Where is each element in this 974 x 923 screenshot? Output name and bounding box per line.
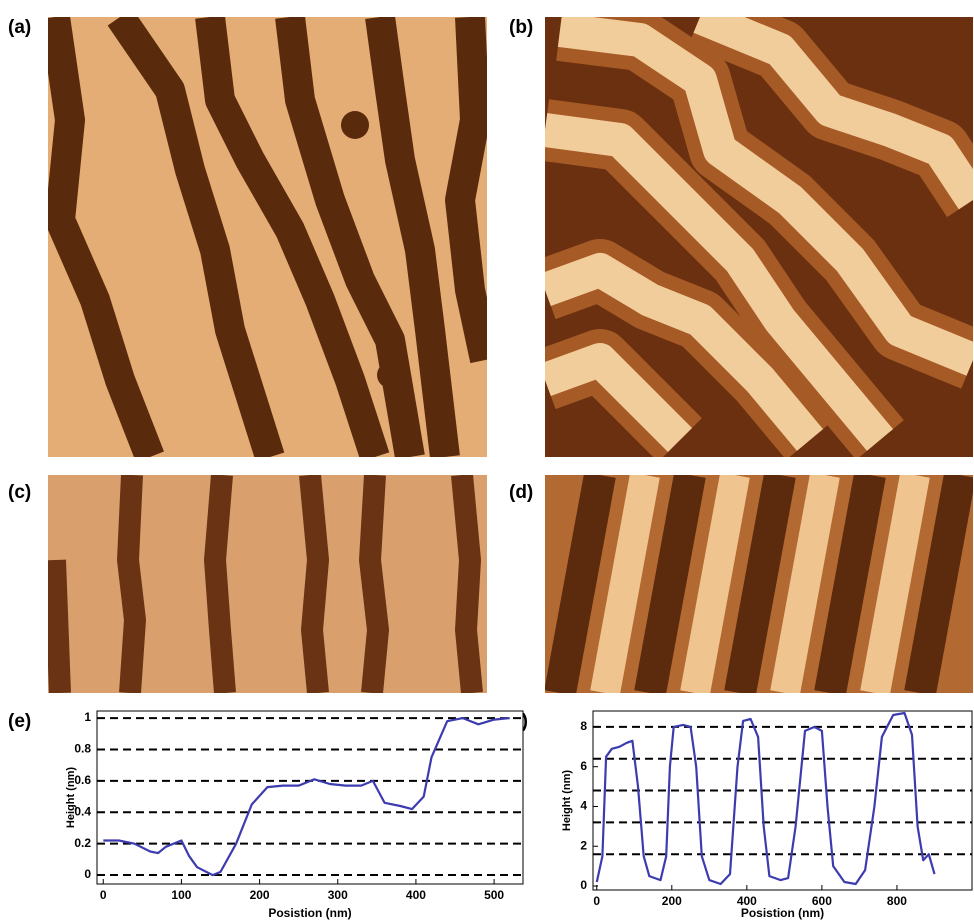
plot-area	[592, 710, 973, 891]
x-tick-label: 100	[171, 888, 191, 902]
plot-area	[96, 710, 524, 885]
x-tick-label: 400	[406, 888, 426, 902]
y-tick-label: 4	[580, 799, 587, 813]
panel-label: (a)	[8, 17, 31, 38]
x-tick-label: 500	[484, 888, 504, 902]
x-tick-label: 800	[887, 894, 907, 908]
y-tick-label: 0.4	[74, 804, 91, 818]
afm-image-c	[48, 475, 487, 693]
x-tick-label: 200	[250, 888, 270, 902]
y-axis-label: Height (nm)	[561, 770, 573, 831]
x-tick-label: 400	[737, 894, 757, 908]
y-tick-label: 0.2	[74, 836, 91, 850]
panel-label: (c)	[8, 482, 31, 503]
x-tick-label: 200	[662, 894, 682, 908]
afm-image-d	[545, 475, 973, 693]
x-tick-label: 0	[593, 894, 600, 908]
y-tick-label: 0.8	[74, 742, 91, 756]
panel-label: (b)	[509, 17, 533, 38]
x-tick-label: 600	[812, 894, 832, 908]
y-tick-label: 2	[580, 838, 587, 852]
x-tick-label: 0	[100, 888, 107, 902]
y-tick-label: 0	[84, 867, 91, 881]
x-tick-label: 300	[328, 888, 348, 902]
afm-image-a	[48, 17, 487, 457]
panel-label: (e)	[8, 711, 31, 732]
y-tick-label: 8	[580, 719, 587, 733]
y-tick-label: 0.6	[74, 773, 91, 787]
y-tick-label: 0	[580, 878, 587, 892]
data-line	[595, 711, 936, 886]
y-tick-label: 6	[580, 759, 587, 773]
data-line	[103, 717, 510, 877]
y-axis-label: Height (nm)	[65, 767, 77, 828]
x-axis-label: Posistion (nm)	[268, 906, 351, 920]
x-axis-label: Posistion (nm)	[741, 906, 824, 920]
y-tick-label: 1	[84, 710, 91, 724]
panel-label: (d)	[509, 482, 533, 503]
afm-image-b	[545, 17, 973, 457]
